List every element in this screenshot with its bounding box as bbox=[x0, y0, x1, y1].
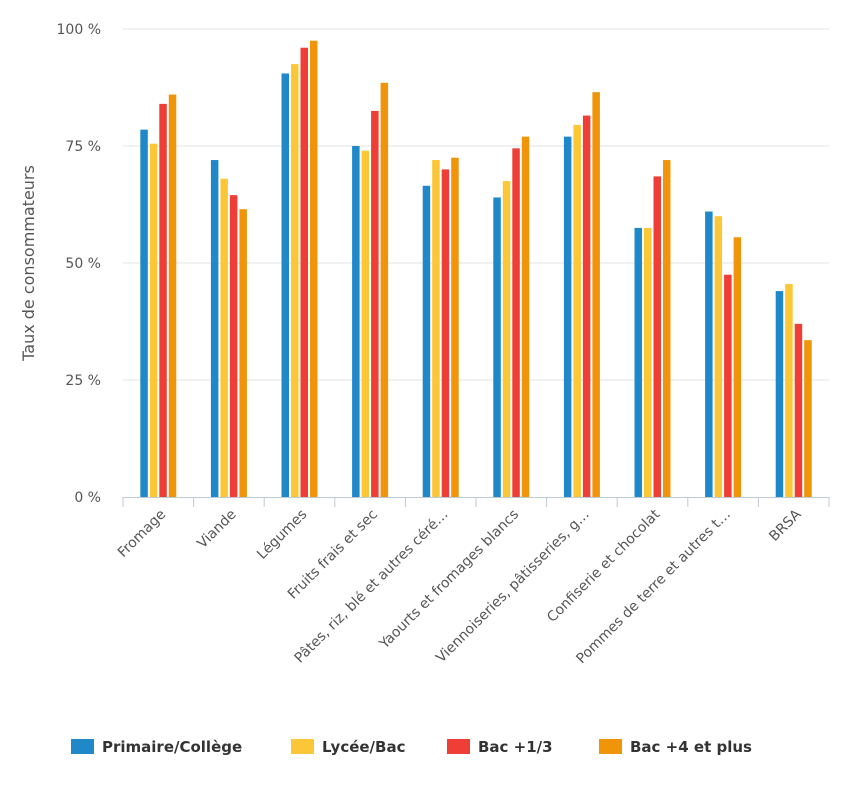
legend-swatch bbox=[71, 739, 94, 754]
bar-1-7[interactable] bbox=[563, 136, 572, 497]
bar-2-9[interactable] bbox=[714, 216, 723, 497]
bar-1-3[interactable] bbox=[281, 73, 290, 498]
bar-1-4[interactable] bbox=[352, 146, 360, 497]
bar-2-5[interactable] bbox=[432, 160, 440, 498]
bar-4-8[interactable] bbox=[663, 160, 671, 498]
bar-2-10[interactable] bbox=[785, 284, 793, 497]
bar-2-3[interactable] bbox=[291, 64, 299, 497]
bar-3-10[interactable] bbox=[794, 323, 803, 497]
bar-1-2[interactable] bbox=[210, 160, 219, 498]
bar-1-9[interactable] bbox=[705, 211, 713, 497]
legend: Primaire/Collège Lycée/Bac Bac +1/3 Bac +4 … bbox=[71, 738, 752, 756]
y-tick-label: 0 % bbox=[74, 490, 101, 506]
bar-4-10[interactable] bbox=[804, 340, 812, 497]
bar-4-5[interactable] bbox=[451, 157, 459, 497]
category-label: Viennoiseries, pâtisseries, g… bbox=[433, 507, 593, 667]
bar-1-5[interactable] bbox=[422, 185, 431, 497]
category-label: Pâtes, riz, blé et autres céré… bbox=[292, 507, 452, 667]
bar-3-1[interactable] bbox=[159, 103, 167, 497]
bar-1-10[interactable] bbox=[775, 291, 784, 497]
bar-3-6[interactable] bbox=[512, 148, 520, 497]
bar-1-6[interactable] bbox=[493, 197, 501, 498]
bar-1-8[interactable] bbox=[634, 227, 643, 497]
bar-3-5[interactable] bbox=[441, 169, 450, 497]
category-label: Légumes bbox=[254, 507, 310, 563]
bar-3-9[interactable] bbox=[724, 274, 732, 497]
legend-swatch bbox=[447, 739, 470, 754]
legend-label: Lycée/Bac bbox=[322, 738, 405, 756]
bar-4-4[interactable] bbox=[380, 82, 389, 497]
y-tick-label: 50 % bbox=[65, 256, 101, 272]
bar-3-2[interactable] bbox=[229, 195, 238, 497]
category-label: Yaourts et fromages blancs bbox=[376, 507, 522, 653]
legend-swatch bbox=[599, 739, 622, 754]
bar-3-3[interactable] bbox=[300, 47, 309, 497]
legend-label: Primaire/Collège bbox=[102, 738, 242, 756]
legend-item-1[interactable]: Primaire/Collège bbox=[71, 738, 242, 756]
bar-2-8[interactable] bbox=[644, 227, 652, 497]
bar-2-1[interactable] bbox=[149, 143, 158, 497]
y-axis-title: Taux de consommateurs bbox=[19, 165, 38, 362]
category-label: Confiserie et chocolat bbox=[544, 506, 664, 626]
legend-swatch bbox=[291, 739, 314, 754]
grid-lines bbox=[123, 28, 829, 381]
bar-2-6[interactable] bbox=[502, 181, 511, 497]
bars bbox=[140, 40, 812, 498]
legend-item-4[interactable]: Bac +4 et plus bbox=[599, 738, 752, 756]
bar-4-1[interactable] bbox=[168, 94, 177, 498]
bar-2-7[interactable] bbox=[573, 124, 581, 497]
legend-item-2[interactable]: Lycée/Bac bbox=[291, 738, 405, 756]
y-tick-label: 75 % bbox=[65, 139, 101, 155]
bar-3-7[interactable] bbox=[582, 115, 591, 497]
legend-label: Bac +4 et plus bbox=[630, 738, 752, 756]
x-axis bbox=[122, 497, 830, 507]
y-axis-ticks: 0 % 25 % 50 % 75 % 100 % bbox=[57, 22, 101, 506]
bar-3-8[interactable] bbox=[653, 176, 662, 498]
bar-4-2[interactable] bbox=[239, 209, 247, 497]
category-label: Viande bbox=[194, 507, 239, 552]
bar-4-7[interactable] bbox=[592, 92, 600, 498]
bar-1-1[interactable] bbox=[140, 129, 148, 497]
category-label: Fromage bbox=[115, 507, 169, 561]
bar-4-6[interactable] bbox=[521, 136, 530, 497]
y-tick-label: 25 % bbox=[65, 373, 101, 389]
legend-item-3[interactable]: Bac +1/3 bbox=[447, 738, 553, 756]
category-label: Pommes de terre et autres t… bbox=[573, 507, 734, 668]
bar-3-4[interactable] bbox=[371, 110, 379, 498]
bar-2-4[interactable] bbox=[361, 150, 370, 497]
bar-2-2[interactable] bbox=[220, 178, 228, 497]
y-tick-label: 100 % bbox=[57, 22, 101, 38]
bar-4-3[interactable] bbox=[310, 40, 318, 497]
category-label: BRSA bbox=[766, 506, 805, 545]
legend-label: Bac +1/3 bbox=[478, 738, 553, 756]
bar-4-9[interactable] bbox=[733, 237, 742, 497]
